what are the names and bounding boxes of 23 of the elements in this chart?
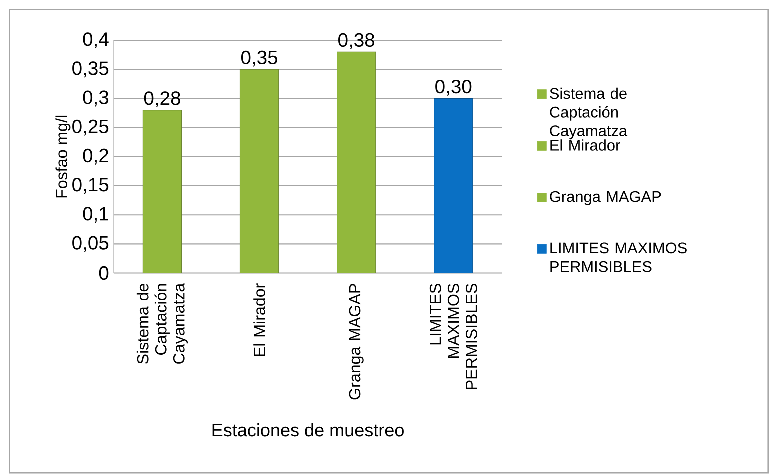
legend-label: LIMITES MAXIMOS PERMISIBLES [550, 242, 687, 272]
x-tick-label: Granga MAGAP [349, 284, 364, 400]
legend-label: El Mirador [550, 140, 620, 151]
legend-label: Granga MAGAP [550, 191, 662, 206]
data-label: 0,30 [436, 80, 472, 96]
y-tick-label: 0,35 [72, 62, 109, 78]
data-label: 0,28 [144, 92, 180, 108]
y-tick-label: 0,1 [83, 207, 108, 223]
x-tick-label: LIMITES MAXIMOS PERMISIBLES [430, 284, 478, 390]
x-tick-label: Sistema de Captación Cayamatza [136, 283, 188, 364]
y-tick-label: 0,05 [72, 236, 109, 252]
x-tick-label: El Mirador [254, 284, 266, 356]
legend-label: Sistema de Captación Cayamatza [550, 88, 628, 140]
data-label: 0,35 [241, 50, 278, 67]
y-axis-title: Fosfao mg/l [56, 116, 71, 198]
y-tick-label: 0,3 [83, 90, 109, 107]
y-tick-label: 0,25 [72, 120, 109, 136]
y-tick-label: 0 [99, 266, 109, 280]
x-axis-title: Estaciones de muestreo [212, 423, 404, 437]
data-label: 0,38 [338, 33, 375, 50]
y-tick-label: 0,2 [83, 148, 108, 165]
y-tick-label: 0,4 [83, 32, 109, 48]
y-tick-label: 0,15 [72, 178, 109, 194]
